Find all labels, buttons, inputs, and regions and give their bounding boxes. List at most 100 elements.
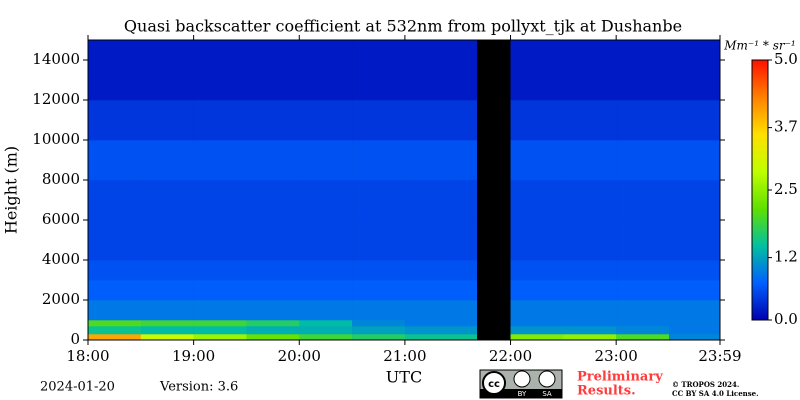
heatmap-cell — [193, 40, 247, 101]
heatmap-cell — [352, 220, 406, 261]
heatmap-cell — [510, 140, 564, 181]
colorbar-tick-label: 3.7 — [774, 118, 798, 136]
y-tick-label: 12000 — [32, 90, 80, 108]
heatmap-cell — [88, 100, 142, 141]
heatmap-cell — [616, 140, 670, 181]
logo-circle — [482, 371, 506, 395]
colorbar-label: Mm⁻¹ * sr⁻¹ — [723, 39, 795, 53]
heatmap-cell — [246, 320, 300, 327]
heatmap-cell — [193, 180, 247, 221]
heatmap-cell — [193, 100, 247, 141]
heatmap-cell — [140, 260, 194, 281]
y-tick-label: 2000 — [42, 290, 80, 308]
heatmap-cell — [404, 334, 462, 341]
y-tick-label: 14000 — [32, 50, 80, 68]
heatmap-cell — [460, 40, 478, 101]
heatmap-cell — [193, 220, 247, 261]
license-line-2: CC BY SA 4.0 License. — [672, 389, 759, 398]
heatmap-cell — [88, 280, 142, 301]
heatmap-cell — [510, 320, 564, 327]
heatmap-cell — [299, 140, 353, 181]
heatmap-cell — [88, 40, 142, 101]
y-tick-label: 10000 — [32, 130, 80, 148]
heatmap-cell — [460, 300, 478, 321]
heatmap-cell — [404, 140, 462, 181]
x-axis-label: UTC — [386, 368, 422, 387]
chart-title: Quasi backscatter coefficient at 532nm f… — [124, 17, 682, 36]
heatmap-cell — [88, 300, 142, 321]
y-tick-label: 0 — [70, 330, 80, 348]
y-tick-label: 4000 — [42, 250, 80, 268]
colorbar-tick-label: 1.2 — [774, 248, 798, 266]
heatmap-cell — [460, 320, 478, 327]
heatmap-cell — [246, 300, 300, 321]
heatmap-cell — [563, 100, 617, 141]
heatmap-cell — [193, 140, 247, 181]
heatmap-cell — [616, 320, 670, 327]
heatmap-cell — [563, 140, 617, 181]
heatmap-cell — [246, 260, 300, 281]
x-tick-label: 22:00 — [489, 347, 532, 365]
heatmap-cell — [460, 180, 478, 221]
heatmap-cell — [140, 320, 194, 327]
license-line-1: © TROPOS 2024. — [672, 380, 739, 389]
heatmap-cell — [299, 260, 353, 281]
heatmap-cell — [193, 334, 247, 341]
heatmap-cell — [616, 40, 670, 101]
heatmap-cell — [616, 100, 670, 141]
heatmap-cell — [299, 100, 353, 141]
heatmap-cell — [404, 100, 462, 141]
colorbar-tick-label: 0.0 — [774, 310, 798, 328]
x-tick-label: 18:00 — [66, 347, 109, 365]
logo-by: BY — [518, 390, 527, 398]
heatmap-cell — [246, 326, 300, 335]
heatmap-cell — [140, 334, 194, 341]
heatmap-cell — [460, 100, 478, 141]
heatmap-cell — [668, 280, 721, 301]
heatmap-cell — [668, 260, 721, 281]
plot-frame — [87, 39, 721, 341]
heatmap-cell — [563, 326, 617, 335]
heatmap-cell — [299, 220, 353, 261]
x-tick-label: 20:00 — [278, 347, 321, 365]
preliminary-line-1: Preliminary — [577, 370, 663, 385]
heatmap-cell — [668, 220, 721, 261]
heatmap-cell — [246, 100, 300, 141]
logo-by-circle — [513, 370, 531, 388]
heatmap-cell — [510, 40, 564, 101]
heatmap-cell — [246, 280, 300, 301]
heatmap-cell — [299, 326, 353, 335]
version: Version: 3.6 — [159, 380, 238, 395]
logo-band — [480, 389, 562, 398]
heatmap-cell — [563, 40, 617, 101]
heatmap-cell — [510, 260, 564, 281]
heatmap-cell — [668, 140, 721, 181]
y-tick-label: 8000 — [42, 170, 80, 188]
heatmap-cell — [140, 100, 194, 141]
heatmap-cell — [404, 180, 462, 221]
x-tick-label: 19:00 — [172, 347, 215, 365]
heatmap-cell — [460, 280, 478, 301]
heatmap-cell — [616, 334, 670, 341]
heatmap-cell — [193, 320, 247, 327]
heatmap-cell — [140, 280, 194, 301]
heatmap-cell — [299, 334, 353, 341]
heatmap-cell — [510, 334, 564, 341]
heatmap-cell — [299, 280, 353, 301]
heatmap-cell — [616, 300, 670, 321]
heatmap-cell — [668, 300, 721, 321]
heatmap-cell — [668, 40, 721, 101]
heatmap-cell — [404, 326, 462, 335]
heatmap-cell — [246, 180, 300, 221]
heatmap-cell — [460, 220, 478, 261]
heatmap-cell — [563, 300, 617, 321]
heatmap-cell — [193, 326, 247, 335]
heatmap-cell — [193, 280, 247, 301]
heatmap-cell — [616, 180, 670, 221]
heatmap-cell — [404, 40, 462, 101]
x-tick-label: 23:00 — [595, 347, 638, 365]
heatmap-cell — [88, 180, 142, 221]
heatmap-cell — [352, 180, 406, 221]
heatmap-cell — [510, 220, 564, 261]
